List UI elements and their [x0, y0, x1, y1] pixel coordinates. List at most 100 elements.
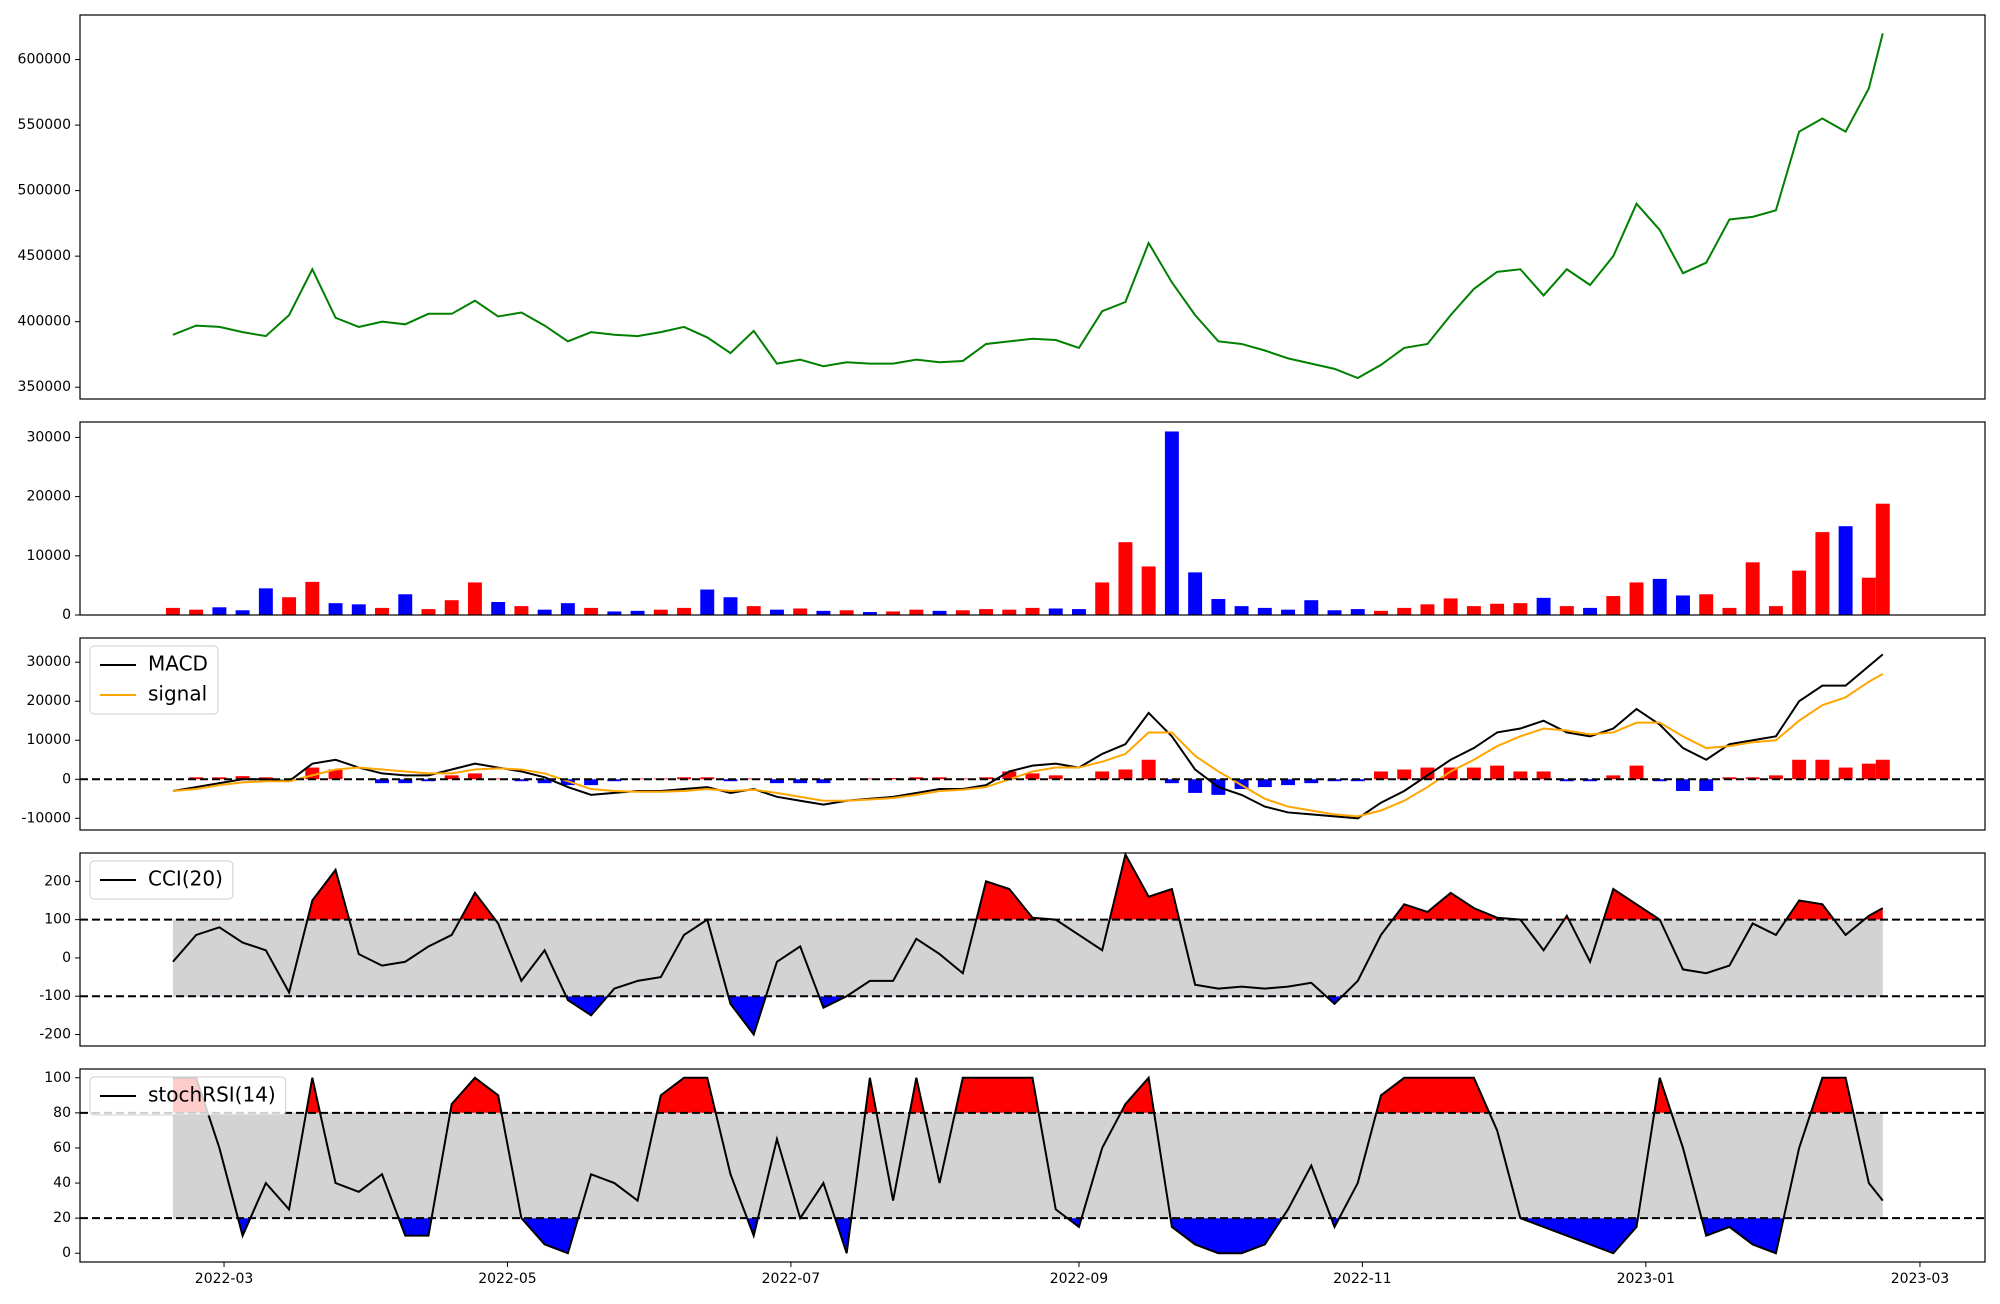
- volume-bar: [467, 582, 482, 615]
- y-tick-label: 10000: [26, 732, 71, 748]
- histogram-bar: [1002, 771, 1017, 780]
- volume-bar: [1048, 608, 1063, 615]
- histogram-bar: [1536, 771, 1551, 780]
- histogram-bar: [793, 779, 808, 784]
- volume-bar: [1304, 600, 1319, 615]
- volume-bar: [909, 609, 924, 615]
- volume-bar: [1164, 431, 1179, 615]
- x-tick-label: 2022-05: [478, 1271, 537, 1287]
- y-tick-label: 600000: [18, 52, 71, 68]
- y-tick-label: 60: [53, 1140, 71, 1156]
- below-fill: [172, 1218, 1883, 1254]
- y-tick-label: 0: [62, 950, 71, 966]
- y-tick-label: 80: [53, 1105, 71, 1121]
- panel-frame: [79, 637, 1986, 831]
- volume-bar: [932, 610, 947, 615]
- histogram-bar: [862, 778, 877, 780]
- volume-bar: [398, 594, 413, 615]
- volume-bar: [1745, 562, 1760, 615]
- histogram-bar: [1490, 765, 1505, 780]
- volume-bar: [1234, 606, 1249, 615]
- volume-bar: [212, 607, 227, 615]
- volume-bar: [351, 604, 366, 615]
- volume-bar: [1676, 595, 1690, 615]
- histogram-bar: [1118, 769, 1133, 780]
- y-tick-label: 30000: [26, 429, 71, 445]
- legend-label: signal: [148, 682, 207, 706]
- panel-frame: [79, 14, 1986, 400]
- volume-bar: [1629, 582, 1644, 615]
- histogram-bar: [1025, 773, 1040, 780]
- volume-bar: [1211, 599, 1226, 615]
- histogram-bar: [1559, 779, 1574, 782]
- histogram-bar: [1164, 779, 1179, 784]
- volume-bar: [1374, 610, 1388, 615]
- volume-bar: [375, 607, 389, 615]
- volume-bar: [979, 609, 994, 615]
- volume-bar: [258, 588, 273, 615]
- y-tick-label: 100: [44, 1070, 71, 1086]
- volume-bar: [560, 603, 575, 615]
- histogram-bar: [375, 779, 389, 784]
- histogram-bar: [1815, 759, 1830, 780]
- y-tick-label: 0: [62, 771, 71, 787]
- histogram-bar: [235, 776, 250, 780]
- neutral-band: [172, 919, 1883, 997]
- legend-label: MACD: [148, 652, 208, 676]
- volume-bar: [189, 609, 204, 615]
- histogram-bar: [1875, 759, 1890, 780]
- y-tick-label: 400000: [18, 314, 71, 330]
- legend-label: CCI(20): [148, 867, 223, 891]
- y-tick-label: 0: [62, 1245, 71, 1261]
- volume-bar: [444, 600, 459, 615]
- histogram-bar: [1629, 765, 1644, 780]
- histogram-bar: [1443, 767, 1458, 780]
- volume-bar: [282, 597, 297, 615]
- x-tick-label: 2022-11: [1333, 1271, 1392, 1287]
- volume-bar: [1327, 610, 1342, 615]
- histogram-bar: [769, 779, 784, 784]
- y-tick-label: 450000: [18, 248, 71, 264]
- y-tick-label: 100: [44, 912, 71, 928]
- histogram-bar: [1141, 759, 1156, 780]
- series-line: [172, 33, 1884, 380]
- volume-bar: [955, 610, 970, 615]
- volume-bar: [1699, 594, 1714, 615]
- volume-bar: [630, 610, 645, 615]
- volume-bar: [1118, 542, 1133, 615]
- x-tick-label: 2022-03: [195, 1271, 254, 1287]
- histogram-bar: [514, 779, 529, 782]
- volume-bar: [165, 607, 180, 615]
- histogram-bar: [1304, 779, 1319, 784]
- volume-bar: [1861, 577, 1876, 615]
- histogram-bar: [1768, 775, 1783, 780]
- histogram-bar: [1838, 767, 1853, 780]
- histogram-bar: [305, 767, 320, 780]
- histogram-bar: [1699, 779, 1714, 791]
- y-tick-label: -10000: [21, 810, 71, 826]
- volume-bar: [1559, 606, 1574, 615]
- x-tick-label: 2023-03: [1891, 1271, 1950, 1287]
- histogram-bar: [816, 779, 831, 784]
- volume-bar: [1350, 609, 1365, 615]
- y-tick-label: 500000: [18, 183, 71, 199]
- volume-bar: [816, 610, 831, 615]
- y-tick-label: 20000: [26, 693, 71, 709]
- histogram-bar: [1420, 767, 1435, 780]
- histogram-bar: [491, 778, 506, 780]
- volume-bar: [862, 612, 877, 615]
- histogram-bar: [444, 775, 459, 780]
- volume-bar: [421, 609, 436, 615]
- histogram-bar: [1513, 771, 1528, 780]
- y-tick-label: 350000: [18, 379, 71, 395]
- volume-bar: [1188, 572, 1203, 615]
- legend-box: [89, 860, 234, 900]
- volume-bar: [1838, 526, 1853, 615]
- histogram-bar: [886, 778, 901, 780]
- histogram-bar: [467, 773, 482, 780]
- x-tick-label: 2022-07: [762, 1271, 821, 1287]
- series-line: [172, 673, 1884, 818]
- above-fill: [172, 1077, 1854, 1113]
- volume-bar: [514, 606, 529, 615]
- x-tick-label: 2023-01: [1617, 1271, 1676, 1287]
